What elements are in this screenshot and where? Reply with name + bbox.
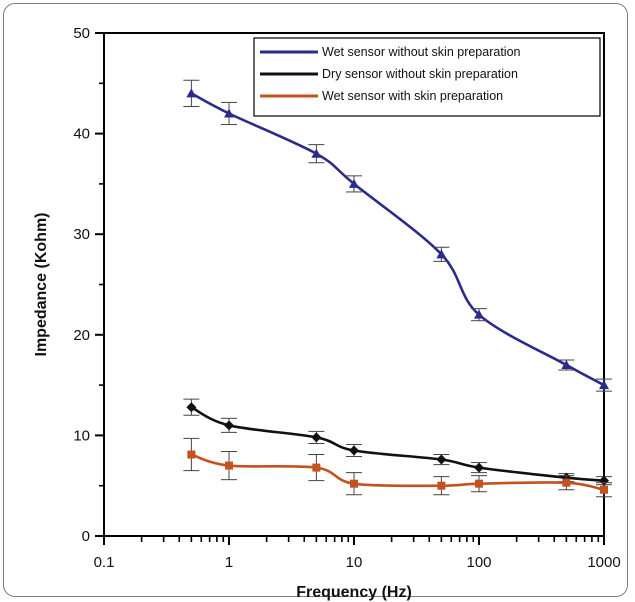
y-tick-label: 10 xyxy=(73,427,90,444)
y-tick-label: 0 xyxy=(82,528,90,545)
series-line xyxy=(190,453,605,491)
series-2 xyxy=(183,398,612,486)
x-tick-label: 1 xyxy=(225,554,233,571)
x-tick-label: 0.1 xyxy=(94,554,115,571)
data-point xyxy=(311,148,322,158)
data-point xyxy=(562,478,571,487)
data-point xyxy=(350,479,358,488)
data-point xyxy=(349,445,359,456)
data-point xyxy=(436,249,447,259)
data-point xyxy=(474,309,484,319)
data-point xyxy=(312,463,321,472)
data-point xyxy=(475,479,483,488)
x-tick-label: 10 xyxy=(346,554,363,571)
data-point xyxy=(186,88,197,98)
series-layer xyxy=(183,79,612,498)
data-point xyxy=(349,178,359,188)
legend: Wet sensor without skin preparation Dry s… xyxy=(253,37,601,117)
x-axis-title: Frequency (Hz) xyxy=(296,584,412,601)
data-point xyxy=(437,481,446,490)
data-point xyxy=(599,380,609,390)
x-tick-label: 1000 xyxy=(587,554,620,571)
x-tick-label: 100 xyxy=(466,554,491,571)
data-point xyxy=(224,420,234,431)
y-axis-title: Impedance (Kohm) xyxy=(33,212,50,356)
legend-label: Wet sensor without skin preparation xyxy=(322,45,521,59)
data-point xyxy=(186,402,197,413)
series-line xyxy=(190,92,605,387)
y-tick-label: 30 xyxy=(73,226,90,243)
series-3 xyxy=(183,437,612,498)
data-point xyxy=(474,462,484,473)
series-1 xyxy=(183,79,612,392)
data-point xyxy=(187,450,196,459)
series-line xyxy=(190,406,605,482)
legend-label: Dry sensor without skin preparation xyxy=(322,67,518,81)
data-point xyxy=(561,359,572,369)
data-point xyxy=(225,461,233,470)
legend-label: Wet sensor with skin preparation xyxy=(322,89,503,103)
y-tick-label: 50 xyxy=(73,25,90,42)
data-point xyxy=(600,485,608,494)
axes: 0.1 1 10 100 1000 0 10 20 30 40 50 xyxy=(73,25,620,571)
data-point xyxy=(224,108,234,118)
data-point xyxy=(311,432,322,443)
y-tick-label: 40 xyxy=(73,126,90,143)
y-tick-label: 20 xyxy=(73,327,90,344)
data-point xyxy=(436,454,447,465)
